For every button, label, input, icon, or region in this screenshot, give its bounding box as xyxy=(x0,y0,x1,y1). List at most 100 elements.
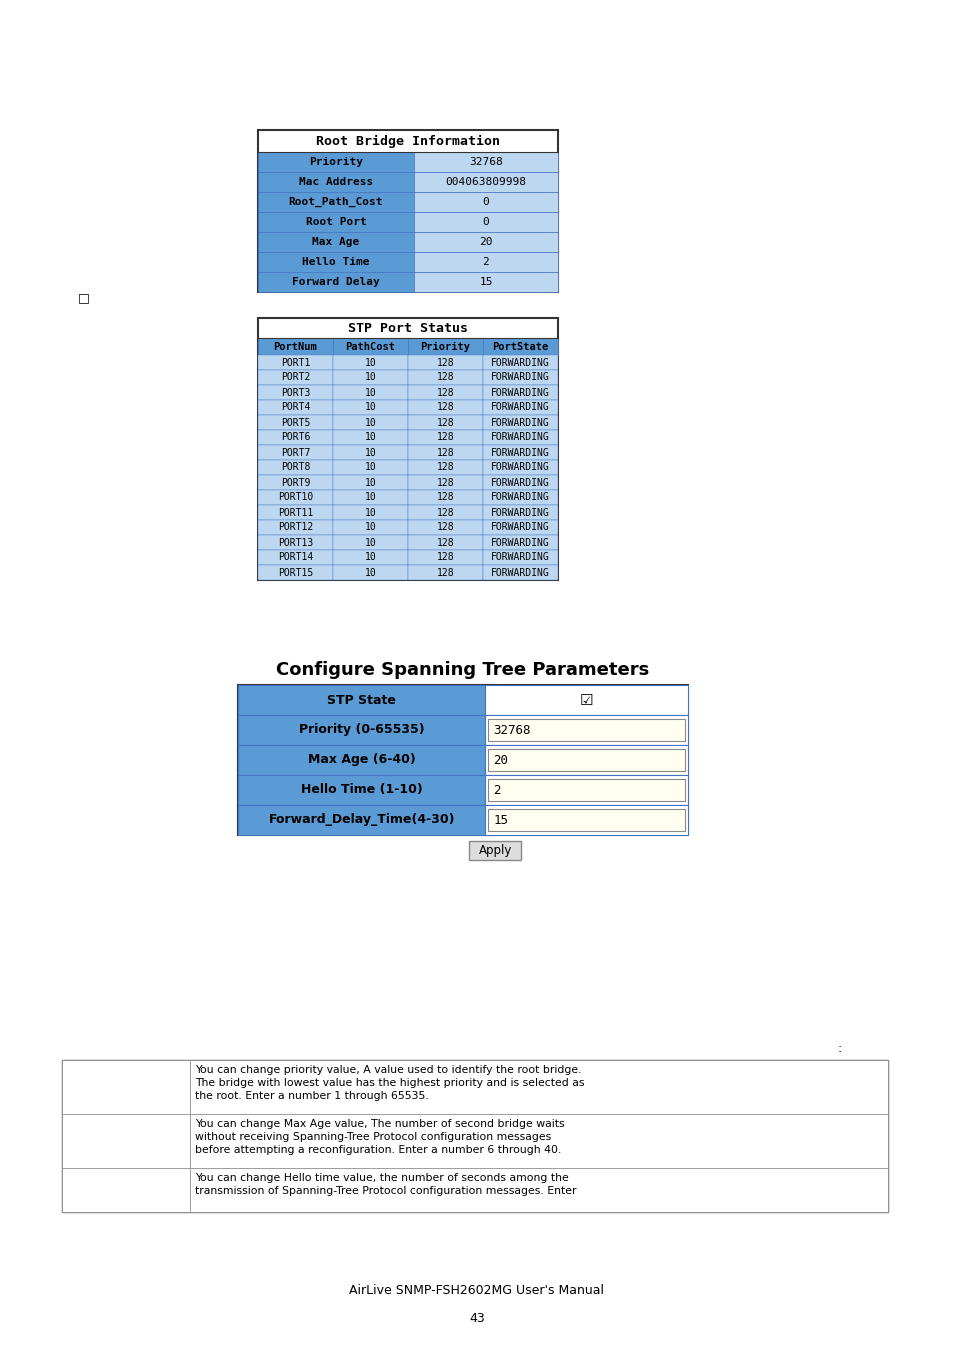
Bar xyxy=(257,505,333,520)
Bar xyxy=(257,252,414,271)
Text: PORT13: PORT13 xyxy=(277,537,313,548)
Bar xyxy=(257,460,333,475)
Bar xyxy=(469,841,521,860)
Text: FORWARDING: FORWARDING xyxy=(491,463,549,472)
Text: 128: 128 xyxy=(436,463,454,472)
Bar xyxy=(485,716,687,745)
Text: 128: 128 xyxy=(436,387,454,397)
Text: 0: 0 xyxy=(482,197,489,207)
Bar xyxy=(333,355,408,370)
Bar xyxy=(257,232,414,252)
Text: 004063809998: 004063809998 xyxy=(445,177,526,188)
Text: 128: 128 xyxy=(436,447,454,458)
Text: PORT6: PORT6 xyxy=(280,432,310,443)
Text: Priority: Priority xyxy=(309,157,363,167)
Text: PortState: PortState xyxy=(492,342,548,351)
Text: FORWARDING: FORWARDING xyxy=(491,508,549,517)
Text: 0: 0 xyxy=(482,217,489,227)
Text: STP State: STP State xyxy=(327,694,395,706)
Text: 10: 10 xyxy=(364,537,376,548)
Bar xyxy=(333,490,408,505)
Text: :: : xyxy=(837,1041,841,1054)
Bar xyxy=(333,400,408,414)
Bar xyxy=(485,805,687,836)
Bar xyxy=(257,414,333,431)
Text: FORWARDING: FORWARDING xyxy=(491,358,549,367)
Bar xyxy=(408,338,482,355)
Text: You can change priority value, A value used to identify the root bridge.
The bri: You can change priority value, A value u… xyxy=(194,1065,584,1102)
Text: Max Age: Max Age xyxy=(312,238,359,247)
Bar xyxy=(414,192,558,212)
Text: FORWARDING: FORWARDING xyxy=(491,522,549,532)
Bar xyxy=(414,171,558,192)
Bar xyxy=(333,549,408,566)
Text: 10: 10 xyxy=(364,463,376,472)
Text: FORWARDING: FORWARDING xyxy=(491,373,549,382)
Text: 15: 15 xyxy=(493,814,508,826)
Text: 10: 10 xyxy=(364,493,376,502)
Text: Max Age (6-40): Max Age (6-40) xyxy=(308,753,416,767)
Bar xyxy=(237,684,485,716)
Bar xyxy=(62,1060,190,1114)
Bar xyxy=(482,505,558,520)
Text: FORWARDING: FORWARDING xyxy=(491,493,549,502)
Text: AirLive SNMP-FSH2602MG User's Manual: AirLive SNMP-FSH2602MG User's Manual xyxy=(349,1284,604,1296)
Bar xyxy=(333,520,408,535)
Bar xyxy=(488,779,684,801)
Bar xyxy=(257,431,333,446)
Bar xyxy=(62,1114,190,1168)
Bar xyxy=(482,549,558,566)
Text: 10: 10 xyxy=(364,567,376,578)
Text: 10: 10 xyxy=(364,432,376,443)
Text: PORT14: PORT14 xyxy=(277,552,313,563)
Text: 2: 2 xyxy=(482,256,489,267)
Text: 32768: 32768 xyxy=(469,157,502,167)
Text: 128: 128 xyxy=(436,432,454,443)
Text: 10: 10 xyxy=(364,478,376,487)
Bar xyxy=(257,338,333,355)
Text: 43: 43 xyxy=(469,1311,484,1324)
Text: You can change Hello time value, the number of seconds among the
transmission of: You can change Hello time value, the num… xyxy=(194,1173,576,1196)
Bar xyxy=(257,535,333,549)
Bar xyxy=(190,1168,887,1212)
Text: 10: 10 xyxy=(364,387,376,397)
Bar xyxy=(333,566,408,580)
Text: 20: 20 xyxy=(493,753,508,767)
Text: 10: 10 xyxy=(364,417,376,428)
Bar xyxy=(482,475,558,490)
Bar xyxy=(333,460,408,475)
Text: 128: 128 xyxy=(436,493,454,502)
Bar xyxy=(482,414,558,431)
Bar xyxy=(62,1168,190,1212)
Text: FORWARDING: FORWARDING xyxy=(491,478,549,487)
Bar xyxy=(488,720,684,741)
Bar xyxy=(257,475,333,490)
Bar xyxy=(333,385,408,400)
Text: 128: 128 xyxy=(436,508,454,517)
Text: Hello Time (1-10): Hello Time (1-10) xyxy=(300,783,422,796)
Text: Configure Spanning Tree Parameters: Configure Spanning Tree Parameters xyxy=(276,662,649,679)
Text: PORT11: PORT11 xyxy=(277,508,313,517)
Text: □: □ xyxy=(78,292,90,305)
Bar xyxy=(482,400,558,414)
Bar xyxy=(257,520,333,535)
Bar xyxy=(333,505,408,520)
Text: FORWARDING: FORWARDING xyxy=(491,447,549,458)
Bar xyxy=(190,1060,887,1114)
Text: 10: 10 xyxy=(364,358,376,367)
Bar xyxy=(257,549,333,566)
Text: You can change Max Age value, The number of second bridge waits
without receivin: You can change Max Age value, The number… xyxy=(194,1119,564,1156)
Text: FORWARDING: FORWARDING xyxy=(491,387,549,397)
Bar xyxy=(333,414,408,431)
Bar xyxy=(482,355,558,370)
Text: FORWARDING: FORWARDING xyxy=(491,417,549,428)
Text: PathCost: PathCost xyxy=(345,342,395,351)
Text: 2: 2 xyxy=(493,783,500,796)
Text: 128: 128 xyxy=(436,567,454,578)
Text: 10: 10 xyxy=(364,522,376,532)
Text: 20: 20 xyxy=(478,238,493,247)
Text: 128: 128 xyxy=(436,522,454,532)
Text: 10: 10 xyxy=(364,373,376,382)
Bar xyxy=(408,460,482,475)
Bar xyxy=(333,535,408,549)
